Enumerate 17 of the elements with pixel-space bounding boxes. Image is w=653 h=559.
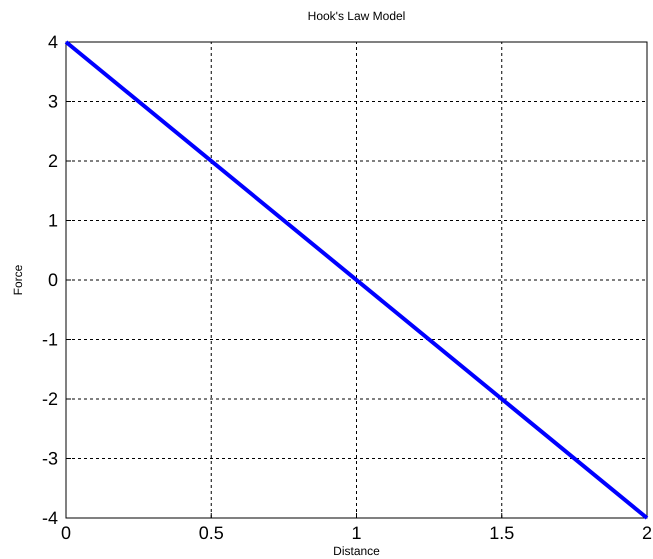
y-tick-label: 3 xyxy=(48,91,58,112)
y-tick-label: 4 xyxy=(48,32,58,52)
chart-title: Hook's Law Model xyxy=(308,9,406,23)
y-tick-label: -4 xyxy=(42,508,58,528)
y-tick-label: -1 xyxy=(42,329,58,350)
y-axis-title: Force xyxy=(11,264,25,296)
x-axis-title: Distance xyxy=(333,544,380,558)
x-tick-label: 1 xyxy=(351,522,362,543)
y-tick-label: -2 xyxy=(42,388,58,409)
x-tick-label: 0.5 xyxy=(198,522,224,543)
x-tick-label: 2 xyxy=(642,522,652,543)
x-tick-label: 0 xyxy=(60,522,72,543)
y-tick-label: -3 xyxy=(42,448,58,468)
x-tick-label: 1.5 xyxy=(489,522,514,543)
y-tick-label: 1 xyxy=(48,210,58,230)
y-tick-label: 2 xyxy=(48,150,58,171)
y-tick-label: 0 xyxy=(48,270,58,290)
